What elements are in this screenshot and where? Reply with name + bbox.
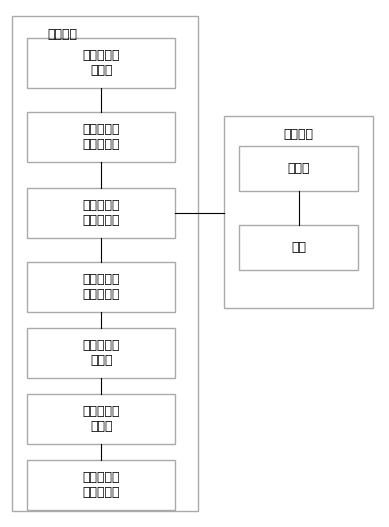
Bar: [27, 394, 175, 444]
Text: 照片智能匹
配命名模块: 照片智能匹 配命名模块: [82, 471, 120, 499]
Bar: [27, 112, 175, 162]
Bar: [12, 16, 198, 511]
Bar: [27, 189, 175, 238]
Bar: [27, 262, 175, 312]
Text: 线路模糊搜
索选择模块: 线路模糊搜 索选择模块: [82, 123, 120, 151]
Text: 控制终端: 控制终端: [47, 28, 77, 41]
Bar: [27, 38, 175, 88]
Text: 飞行参数显
示模块: 飞行参数显 示模块: [82, 339, 120, 367]
Bar: [27, 460, 175, 510]
Text: 飞行平台: 飞行平台: [284, 128, 314, 141]
Text: 机型智能匹
配模块: 机型智能匹 配模块: [82, 49, 120, 77]
Text: 线路束塔一
键导航模块: 线路束塔一 键导航模块: [82, 273, 120, 301]
Bar: [239, 146, 358, 191]
Text: 照片信息获
取模块: 照片信息获 取模块: [82, 405, 120, 433]
Bar: [239, 226, 358, 270]
Text: 无人机: 无人机: [287, 162, 310, 175]
Bar: [27, 328, 175, 378]
Text: 束塔智能匹
配选择模块: 束塔智能匹 配选择模块: [82, 199, 120, 228]
Bar: [224, 116, 373, 308]
Text: 相机: 相机: [291, 241, 306, 254]
